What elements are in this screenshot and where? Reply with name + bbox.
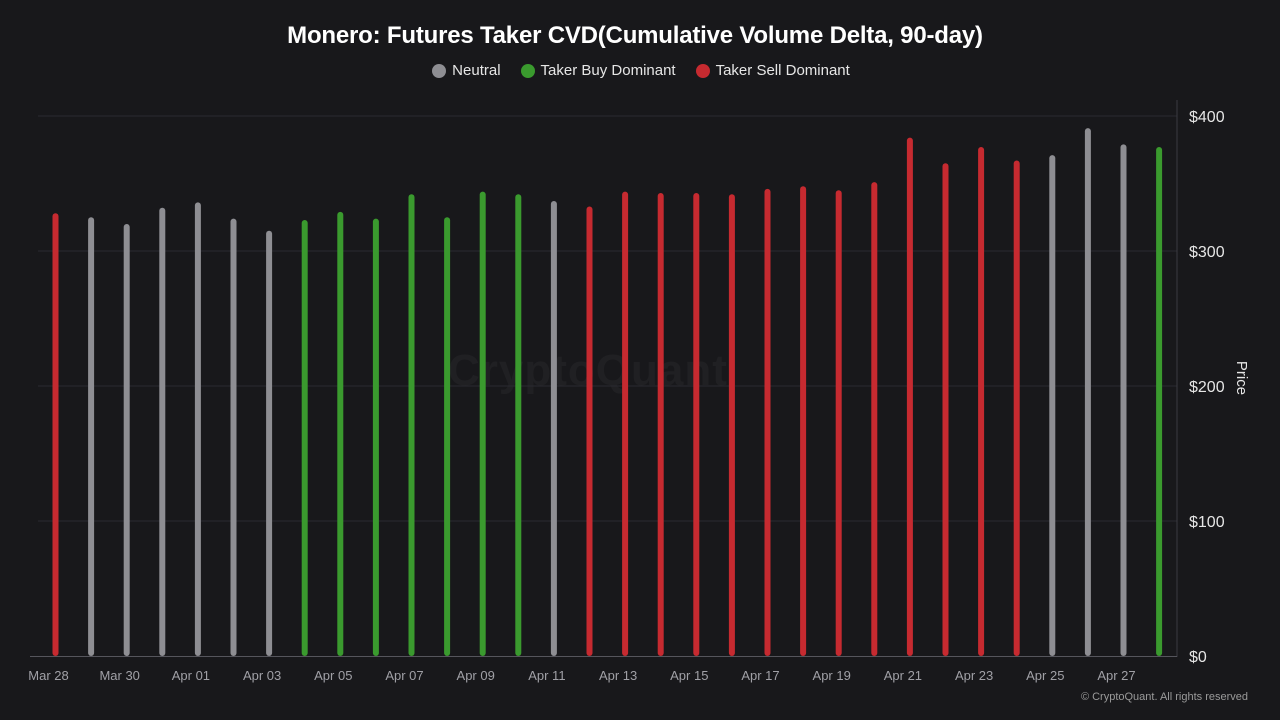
bar-neutral[interactable] [550,201,557,657]
x-tick-label: Mar 28 [28,668,68,683]
x-tick-label: Apr 21 [884,668,922,683]
legend-item-neutral[interactable]: Neutral [432,62,501,79]
bar-neutral[interactable] [1084,128,1091,656]
x-tick-label: Apr 07 [385,668,423,683]
y-tick-label: $0 [1189,649,1207,666]
x-axis-ticks: Mar 28 Mar 30 Apr 01 Apr 03 Apr 05 Apr 07 Apr … [28,668,1135,683]
copyright-footer: © CryptoQuant. All rights reserved [1080,691,1248,703]
bar-neutral[interactable] [159,207,166,657]
legend-dot-taker-sell [695,63,710,78]
y-axis-ticks: $0 $100 $200 $300 $400 [1189,109,1225,666]
y-tick-label: $100 [1189,514,1225,531]
bar-buy[interactable] [515,194,522,657]
x-tick-label: Apr 03 [243,668,281,683]
x-tick-label: Apr 13 [599,668,637,683]
bar-sell[interactable] [728,194,735,657]
x-tick-label: Apr 27 [1097,668,1135,683]
bar-neutral[interactable] [194,202,201,656]
bar-sell[interactable] [586,206,593,656]
chart-gridlines [38,115,1177,522]
bar-sell[interactable] [835,190,842,656]
legend-item-taker-sell[interactable]: Taker Sell Dominant [695,62,850,79]
bar-sell[interactable] [942,163,949,656]
bar-buy[interactable] [408,194,415,657]
bar-sell[interactable] [657,192,664,656]
x-tick-label: Apr 09 [457,668,495,683]
bar-sell[interactable] [978,147,985,657]
legend-label-taker-buy: Taker Buy Dominant [540,62,676,79]
bar-buy[interactable] [1156,147,1163,657]
x-tick-label: Apr 17 [741,668,779,683]
bar-neutral[interactable] [1049,155,1056,656]
bar-sell[interactable] [764,188,771,656]
bar-sell[interactable] [800,186,807,656]
x-tick-label: Apr 15 [670,668,708,683]
x-tick-label: Apr 01 [172,668,210,683]
bar-neutral[interactable] [123,224,130,656]
y-tick-label: $200 [1189,379,1225,396]
x-tick-label: Apr 23 [955,668,993,683]
legend-item-taker-buy[interactable]: Taker Buy Dominant [520,62,676,79]
bar-neutral[interactable] [1120,144,1127,656]
x-tick-label: Mar 30 [99,668,139,683]
bar-buy[interactable] [337,211,344,656]
chart-legend: Neutral Taker Buy Dominant Taker Sell Do… [0,62,1280,79]
bar-sell[interactable] [52,213,59,656]
y-tick-label: $300 [1189,244,1225,261]
x-tick-label: Apr 19 [813,668,851,683]
bar-buy[interactable] [301,219,308,656]
bar-buy[interactable] [372,218,379,656]
bar-sell[interactable] [1013,160,1020,657]
legend-label-taker-sell: Taker Sell Dominant [715,62,850,79]
bar-buy[interactable] [444,217,451,656]
bar-sell[interactable] [622,191,629,656]
legend-dot-neutral [432,63,447,78]
y-axis-label: Price [1233,361,1250,395]
bar-sell[interactable] [906,137,913,657]
legend-label-neutral: Neutral [452,62,501,79]
bar-neutral[interactable] [266,230,273,656]
x-tick-label: Apr 11 [528,668,565,683]
y-tick-label: $400 [1189,109,1225,126]
x-tick-label: Apr 25 [1026,668,1064,683]
bar-neutral[interactable] [230,218,237,656]
chart-bars [52,128,1163,657]
bar-sell[interactable] [871,182,878,656]
chart-title: Monero: Futures Taker CVD(Cumulative Vol… [287,22,983,49]
bar-neutral[interactable] [88,217,95,656]
x-tick-label: Apr 05 [314,668,352,683]
bar-buy[interactable] [479,191,486,656]
legend-dot-taker-buy [520,63,535,78]
bar-sell[interactable] [693,192,700,656]
